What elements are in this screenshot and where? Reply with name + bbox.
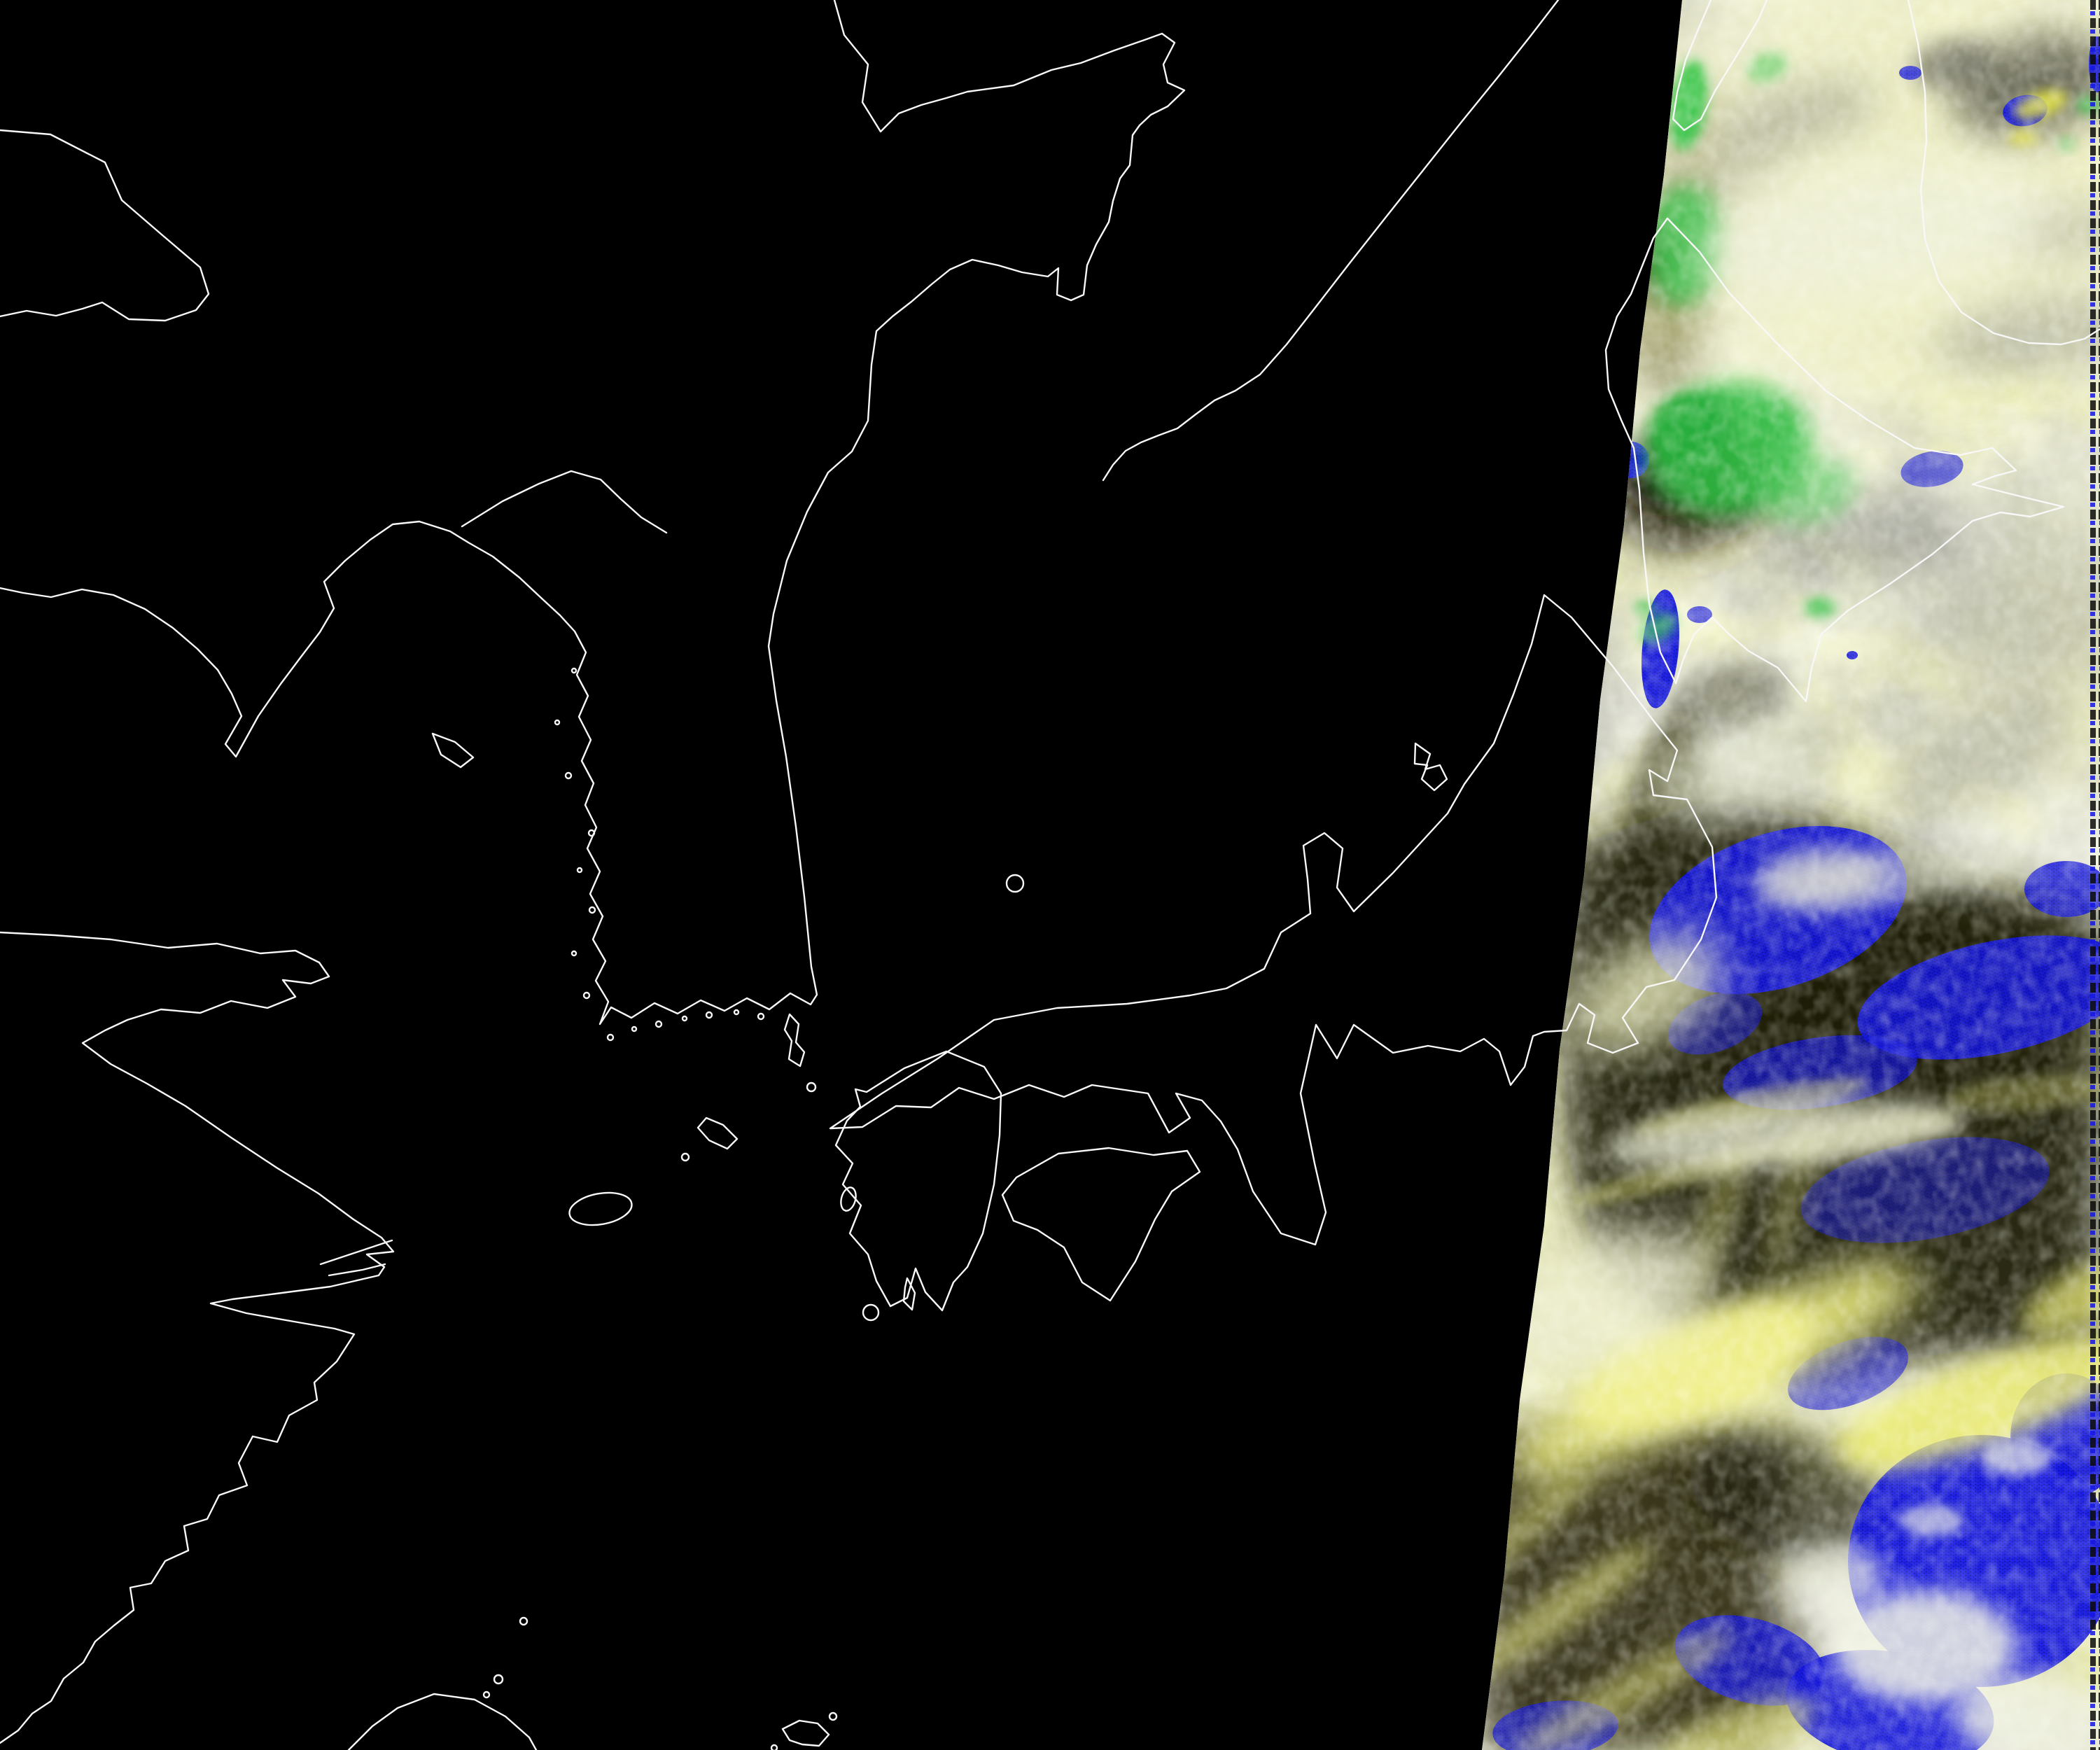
island-amami	[781, 1719, 830, 1747]
island-yakushima	[862, 1303, 880, 1322]
islet-korea-south-5	[705, 1011, 713, 1019]
island-honshu	[829, 594, 1718, 1246]
coast-tatar-strait	[1102, 0, 1560, 482]
islet-senkaku-2	[493, 1674, 504, 1685]
coast-sakhalin-south	[1672, 0, 1768, 132]
scan-edge-artifact	[2090, 0, 2100, 1750]
islet-senkaku-1	[519, 1616, 528, 1626]
island-goto	[696, 1116, 738, 1150]
islet-korea-west-7	[554, 719, 561, 726]
islet-korea-west-1	[587, 829, 596, 837]
islet-amami-north	[828, 1712, 838, 1721]
islet-korea-west-3	[588, 906, 596, 914]
islet-korea-south-2	[631, 1026, 638, 1032]
islet-korea-west-5	[582, 991, 591, 1000]
islet-korea-west-6	[564, 771, 573, 780]
islet-goto-south	[680, 1152, 690, 1162]
islet-korea-south-3	[654, 1020, 663, 1028]
islet-amami-west	[770, 1744, 778, 1750]
coast-china-shandong-fujian	[0, 931, 395, 1744]
islet-korea-south-4	[681, 1015, 688, 1022]
islet-korea-south-7	[757, 1012, 765, 1021]
coast-taiwan-north-tip	[347, 1693, 538, 1750]
island-tanegashima	[902, 1277, 916, 1311]
satellite-swath	[1482, 0, 2100, 1750]
island-sado	[1413, 742, 1448, 792]
islet-korea-west-8	[570, 667, 578, 674]
yangtze-estuary-south	[328, 1263, 386, 1277]
islet-korea-west-4	[570, 950, 578, 957]
island-kyushu	[834, 1050, 1002, 1312]
yalu-river	[461, 470, 668, 534]
islet-korea-west-2	[576, 867, 583, 874]
coast-sakhalin-east	[1907, 0, 2100, 346]
island-hokkaido	[1604, 217, 2065, 703]
island-ulleungdo	[1005, 874, 1025, 893]
island-iki	[806, 1082, 817, 1093]
islet-korea-south-6	[733, 1009, 740, 1016]
lake-khanka	[0, 129, 210, 322]
bohai-islet	[431, 732, 475, 769]
island-shikoku	[1001, 1147, 1201, 1302]
islet-senkaku-3	[482, 1690, 491, 1699]
yangtze-estuary-north	[319, 1239, 393, 1266]
island-tsushima	[783, 1013, 806, 1068]
islet-korea-south-1	[606, 1033, 615, 1042]
coast-amur-primorye-korea-liaodong	[0, 0, 1186, 1026]
island-amakusa	[840, 1186, 857, 1212]
island-jeju	[568, 1191, 633, 1226]
